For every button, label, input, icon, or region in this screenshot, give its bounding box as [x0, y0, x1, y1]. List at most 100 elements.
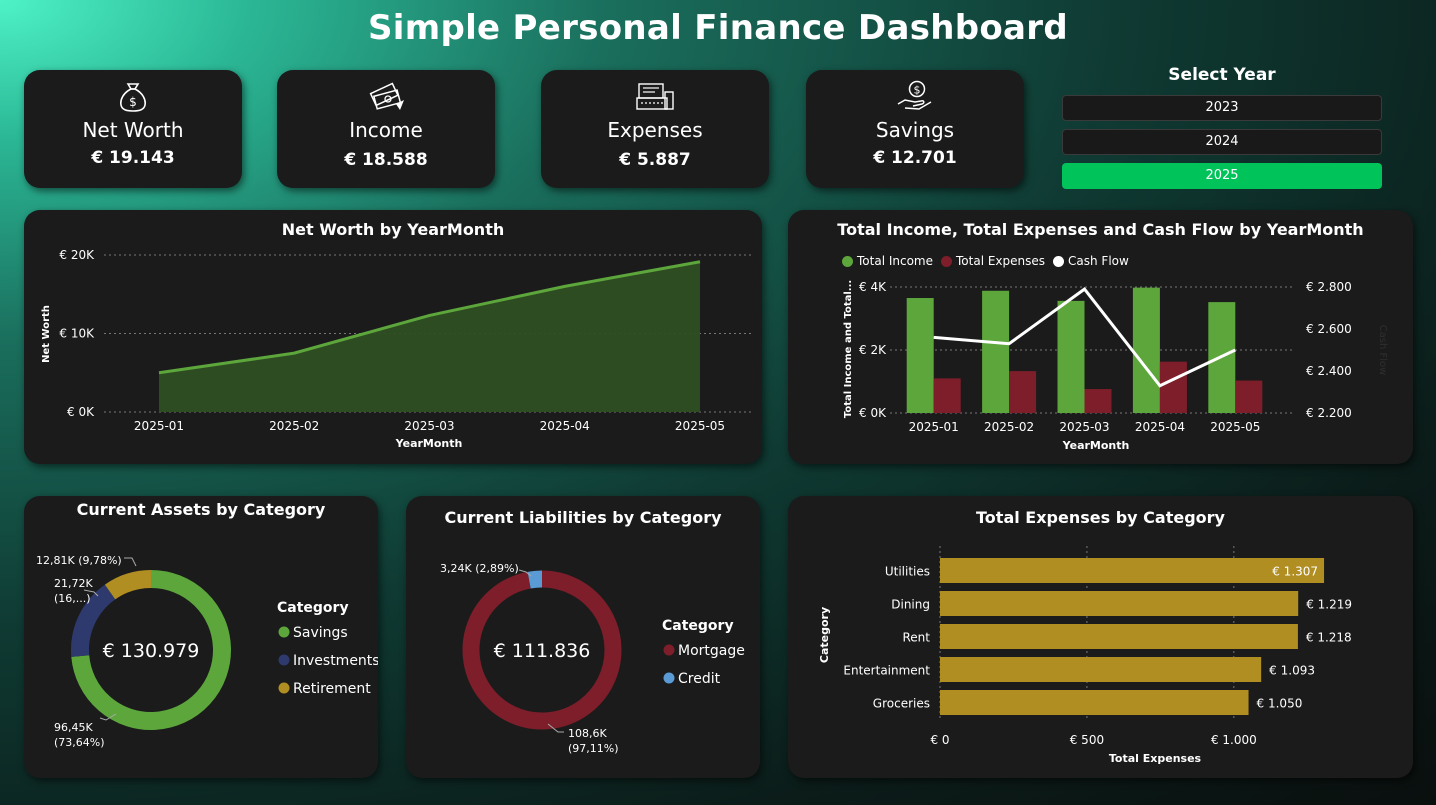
legend-title: Category: [662, 618, 734, 634]
svg-text:$: $: [129, 95, 137, 109]
donut-slice-investments: [71, 584, 116, 657]
area-fill: [159, 261, 700, 412]
x-tick-label: 2025-04: [1135, 420, 1185, 434]
legend-label: Cash Flow: [1068, 254, 1129, 268]
cash-flow-chart: € 0K € 2K € 4K € 2.200 € 2.400 € 2.600 € 2.800…: [843, 280, 1388, 452]
legend-swatch-income: [842, 255, 853, 267]
kpi-label: Net Worth: [82, 118, 184, 142]
legend-label: Total Income: [857, 254, 933, 268]
kpi-net-worth: $ Net Worth € 19.143: [24, 70, 242, 188]
data-label: € 1.218: [1306, 631, 1352, 645]
data-label-pct: (97,11%): [568, 742, 619, 755]
year-slicer-title: Select Year: [1168, 65, 1276, 85]
svg-text:$: $: [914, 84, 921, 97]
donut-slice-savings: [71, 570, 231, 730]
bar-total-expenses: [1084, 389, 1112, 413]
bar: [940, 624, 1298, 649]
data-label: 96,45K: [54, 721, 93, 734]
x-tick-label: 2025-02: [984, 420, 1034, 434]
data-label-pct: (73,64%): [54, 736, 105, 749]
y-axis-label: Net Worth: [41, 305, 52, 363]
bar-total-expenses: [1009, 371, 1037, 413]
kpi-value: € 12.701: [873, 148, 957, 168]
assets-donut-chart: € 130.979 Category Savings Investments Retir…: [36, 554, 378, 749]
x-tick-label: 2025-05: [1210, 420, 1260, 434]
chart-title: Current Assets by Category: [76, 500, 326, 519]
donut-slice-mortgage: [462, 570, 622, 730]
kpi-savings: $ Savings € 12.701: [806, 70, 1024, 188]
y2-tick-label: € 2.800: [1306, 280, 1352, 294]
data-label: € 1.307: [1272, 565, 1318, 579]
legend: Total Income Total Expenses Cash Flow: [842, 254, 1129, 268]
legend-swatch: [663, 672, 675, 684]
data-label-pct: (16,...): [54, 592, 91, 605]
x-tick-label: 2025-01: [909, 420, 959, 434]
donut-center-label: € 111.836: [494, 640, 591, 662]
expenses-category-chart: € 0 € 500 € 1.000 Utilities € 1.307 Dining € 1…: [818, 546, 1352, 765]
y-tick-label: Utilities: [885, 565, 930, 579]
data-label-leader: [124, 557, 137, 567]
data-label: € 1.050: [1257, 697, 1303, 711]
y-tick-label: € 0K: [67, 405, 95, 419]
bar-total-income: [906, 298, 934, 413]
legend-label: Total Expenses: [956, 254, 1046, 268]
data-label: 3,24K (2,89%): [440, 562, 519, 575]
legend-swatch: [663, 644, 675, 656]
bar-total-expenses: [933, 378, 961, 413]
y2-axis-label: Cash Flow: [1377, 325, 1388, 376]
kpi-label: Expenses: [607, 118, 703, 142]
assets-chart-card: Current Assets by Category € 130.979 Cate…: [24, 496, 378, 778]
bar: [940, 690, 1249, 715]
chart-title: Total Expenses by Category: [976, 508, 1225, 527]
legend-label: Savings: [293, 625, 348, 641]
bar: [940, 558, 1325, 583]
bar-total-income: [982, 290, 1010, 413]
year-option-2024[interactable]: 2024: [1062, 129, 1382, 155]
legend-label: Mortgage: [678, 643, 745, 659]
y-tick-label: € 4K: [859, 280, 887, 294]
y-tick-label: € 10K: [59, 327, 95, 341]
cash-register-icon: [636, 83, 674, 110]
x-axis-label: YearMonth: [395, 437, 463, 450]
kpi-expenses: Expenses € 5.887: [541, 70, 769, 188]
x-tick-label: € 0: [930, 733, 949, 747]
bar-total-income: [1132, 287, 1160, 413]
bar-total-income: [1057, 300, 1085, 413]
chart-title: Net Worth by YearMonth: [281, 220, 505, 239]
x-tick-label: € 1.000: [1211, 733, 1257, 747]
y-tick-label: Entertainment: [843, 664, 930, 678]
kpi-income: Income € 18.588: [277, 70, 495, 188]
y-tick-label: € 0K: [859, 406, 887, 420]
legend-swatch: [278, 626, 290, 638]
legend-label: Investments: [293, 653, 378, 669]
y-tick-label: € 20K: [59, 248, 95, 262]
page-title: Simple Personal Finance Dashboard: [368, 8, 1068, 48]
y-tick-label: € 2K: [859, 343, 887, 357]
kpi-label: Savings: [875, 118, 955, 142]
legend-title: Category: [277, 600, 349, 616]
y-tick-label: Dining: [891, 598, 930, 612]
legend-label: Credit: [678, 671, 721, 687]
y-axis-label: Total Income and Total...: [843, 280, 854, 418]
kpi-value: € 19.143: [91, 148, 175, 168]
bar-total-expenses: [1235, 380, 1263, 413]
expenses-category-chart-card: Total Expenses by Category € 0 € 500 € 1.0…: [788, 496, 1413, 778]
y-tick-label: Rent: [903, 631, 931, 645]
net-worth-chart-card: Net Worth by YearMonth € 0K € 10K € 20K 202…: [24, 210, 762, 464]
chart-title: Total Income, Total Expenses and Cash Fl…: [837, 220, 1364, 239]
data-label-leader: [83, 589, 99, 597]
year-option-2023[interactable]: 2023: [1062, 95, 1382, 121]
x-tick-label: 2025-03: [1059, 420, 1109, 434]
year-option-2025[interactable]: 2025: [1062, 163, 1382, 189]
kpi-value: € 5.887: [619, 150, 691, 170]
data-label: 21,72K: [54, 577, 93, 590]
data-label: 12,81K (9,78%): [36, 554, 122, 567]
x-tick-label: 2025-05: [675, 419, 725, 433]
data-label-leader: [547, 723, 564, 733]
data-label: € 1.093: [1269, 664, 1315, 678]
legend-swatch-expenses: [941, 255, 952, 267]
x-tick-label: € 500: [1070, 733, 1104, 747]
kpi-value: € 18.588: [344, 150, 428, 170]
bar: [940, 591, 1299, 616]
data-label: € 1.219: [1306, 598, 1352, 612]
